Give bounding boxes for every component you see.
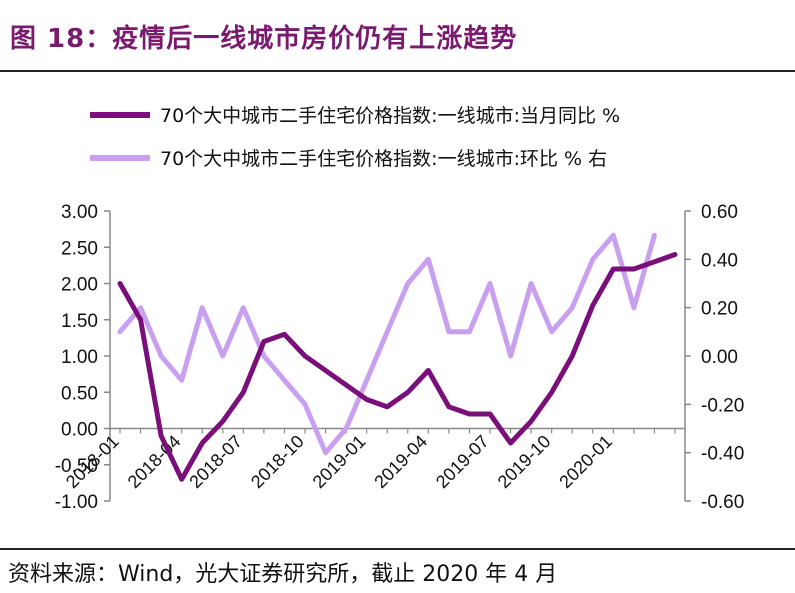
series-group [117, 232, 678, 482]
right-tick-label: 0.00 [701, 347, 738, 368]
left-tick-label: 0.00 [61, 420, 98, 441]
right-axis-ticks: 0.60 0.40 0.20 0.00 -0.20 -0.40 -0.60 [685, 202, 744, 513]
series-line-mom [117, 232, 657, 456]
x-tick-label: 2019-10 [494, 431, 555, 492]
source-note: 资料来源：Wind，光大证券研究所，截止 2020 年 4 月 [8, 562, 558, 587]
left-tick-label: -0.50 [55, 456, 98, 477]
left-axis-ticks: 3.00 2.50 2.00 1.50 1.00 0.50 0.00 -0.50 -1.00 [55, 202, 110, 513]
bottom-divider [0, 548, 795, 550]
left-tick-label: 1.00 [61, 347, 98, 368]
top-divider [0, 70, 795, 72]
chart-canvas: 70个大中城市二手住宅价格指数:一线城市:当月同比 % 70个大中城市二手住宅价… [55, 105, 745, 513]
x-tick-label: 2018-10 [247, 431, 308, 492]
figure-title: 图 18：疫情后一线城市房价仍有上涨趋势 [10, 24, 518, 54]
legend: 70个大中城市二手住宅价格指数:一线城市:当月同比 % 70个大中城市二手住宅价… [90, 105, 620, 170]
left-tick-label: 3.00 [61, 202, 98, 223]
series-line-yoy [117, 252, 678, 482]
right-tick-label: 0.60 [701, 202, 738, 223]
left-tick-label: 2.50 [61, 238, 98, 259]
left-tick-label: -1.00 [55, 492, 98, 513]
x-axis-ticks: 2018-01 2018-04 2018-07 2018-10 2019-01 2019-… [62, 428, 676, 492]
left-tick-label: 1.50 [61, 311, 98, 332]
right-tick-label: -0.40 [701, 444, 744, 465]
x-tick-label: 2019-04 [370, 431, 431, 492]
right-tick-label: -0.60 [701, 492, 744, 513]
left-tick-label: 0.50 [61, 383, 98, 404]
right-tick-label: -0.20 [701, 395, 744, 416]
right-tick-label: 0.20 [701, 299, 738, 320]
left-tick-label: 2.00 [61, 275, 98, 296]
x-tick-label: 2020-01 [555, 431, 616, 492]
right-tick-label: 0.40 [701, 250, 738, 271]
x-tick-label: 2019-07 [432, 431, 493, 492]
legend-label-yoy: 70个大中城市二手住宅价格指数:一线城市:当月同比 % [160, 105, 620, 127]
legend-label-mom: 70个大中城市二手住宅价格指数:一线城市:环比 % 右 [160, 148, 607, 170]
